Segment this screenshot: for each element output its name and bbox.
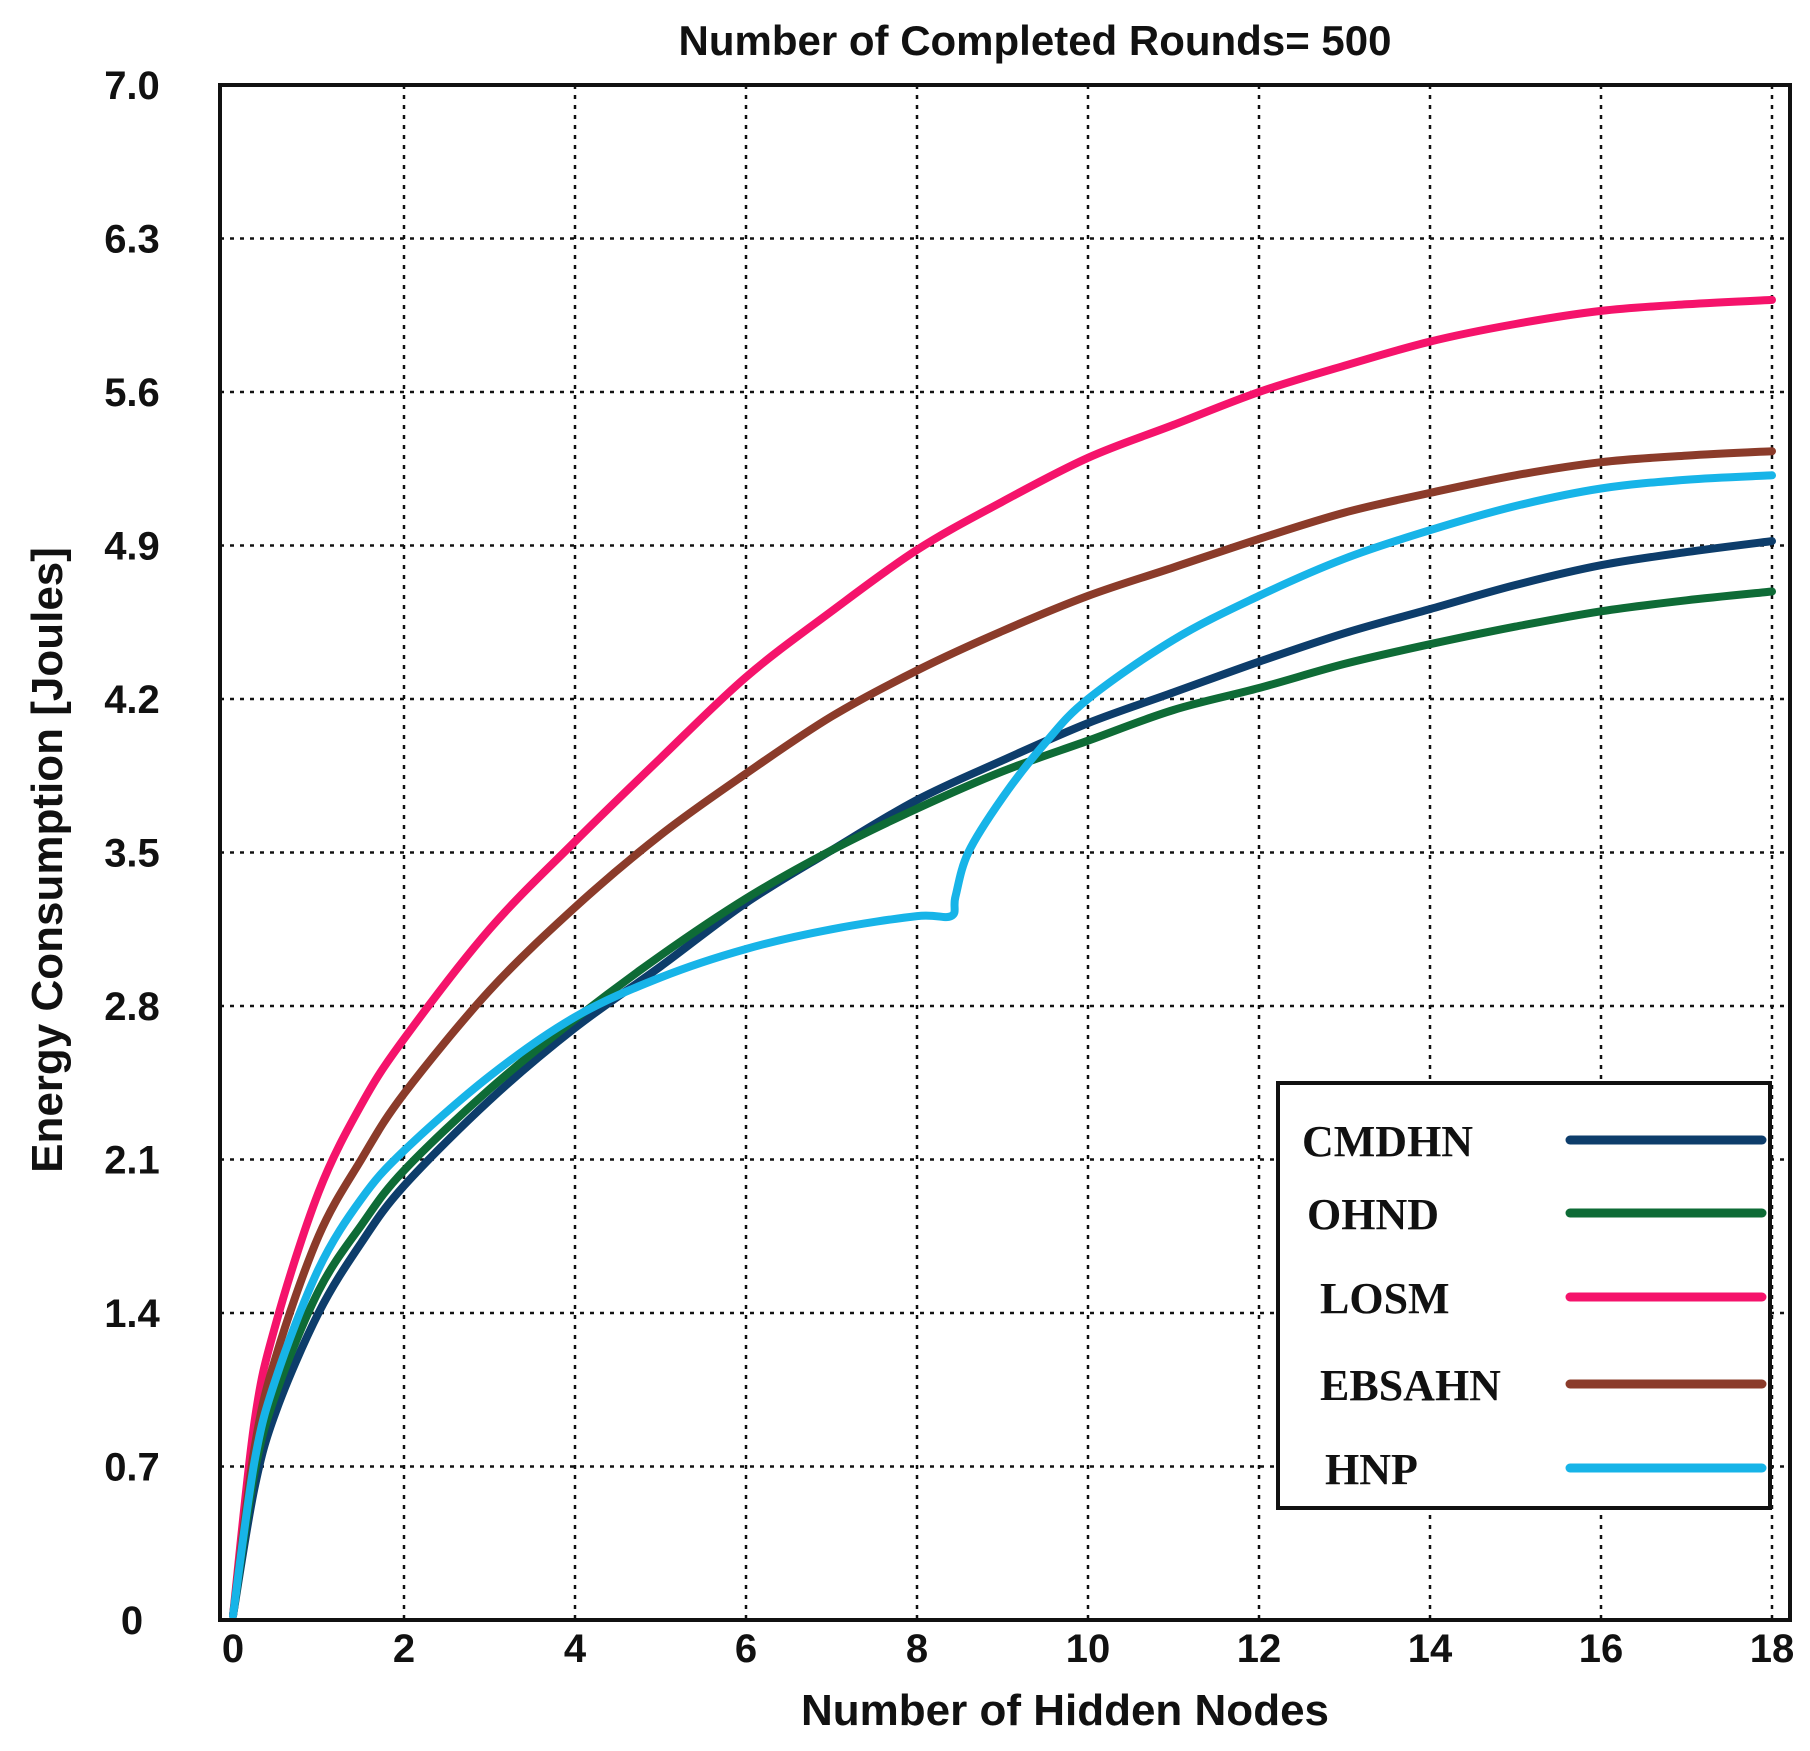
legend-items: CMDHN OHND LOSM EBSAHN HNP: [1302, 1117, 1767, 1494]
x-tick-label-6: 6: [735, 1627, 757, 1671]
y-tick-label-3.5: 3.5: [104, 832, 160, 876]
x-tick-label-18: 18: [1750, 1627, 1795, 1671]
x-axis-label: Number of Hidden Nodes: [801, 1686, 1329, 1735]
legend-label-hnp: HNP: [1325, 1445, 1418, 1494]
x-tick-label-2: 2: [393, 1627, 415, 1671]
x-tick-label-4: 4: [564, 1627, 587, 1671]
y-tick-label-5.6: 5.6: [104, 371, 160, 415]
series-line-ohnd: [229, 587, 1776, 1620]
y-tick-label-4.2: 4.2: [104, 678, 160, 722]
legend-label-losm: LOSM: [1320, 1274, 1450, 1323]
y-tick-label-1.4: 1.4: [104, 1292, 160, 1336]
legend-label-ohnd: OHND: [1307, 1190, 1439, 1239]
x-tick-label-14: 14: [1408, 1627, 1453, 1671]
legend: CMDHN OHND LOSM EBSAHN HNP: [1276, 1081, 1772, 1510]
chart-title: Number of Completed Rounds= 500: [679, 17, 1392, 64]
series-line-hnp: [229, 471, 1776, 1620]
series-line-losm: [229, 295, 1776, 1620]
y-tick-label-2.8: 2.8: [104, 985, 160, 1029]
y-tick-label-2.1: 2.1: [104, 1139, 160, 1183]
y-tick-label-7.0: 7.0: [104, 64, 160, 108]
x-tick-label-10: 10: [1066, 1627, 1111, 1671]
y-tick-labels: 0 0.7 1.4 2.1 2.8 3.5 4.2 4.9 5.6 6.3 7.0: [104, 64, 160, 1643]
x-tick-label-16: 16: [1579, 1627, 1624, 1671]
legend-label-cmdhn: CMDHN: [1302, 1117, 1473, 1166]
y-tick-label-4.9: 4.9: [104, 525, 160, 569]
x-tick-label-0: 0: [222, 1627, 244, 1671]
y-tick-label-6.3: 6.3: [104, 218, 160, 262]
plot-frame: [218, 83, 1792, 1622]
y-axis-label: Energy Consumption [Joules]: [23, 547, 72, 1173]
x-tick-label-8: 8: [906, 1627, 928, 1671]
series-lines: [229, 295, 1776, 1620]
legend-label-ebsahn: EBSAHN: [1320, 1361, 1501, 1410]
y-tick-label-0: 0: [121, 1599, 143, 1643]
y-tick-label-0.7: 0.7: [104, 1446, 160, 1490]
x-tick-label-12: 12: [1237, 1627, 1282, 1671]
x-tick-labels: 0 2 4 6 8 10 12 14 16 18: [222, 1627, 1794, 1671]
series-line-ebsahn: [229, 447, 1776, 1620]
